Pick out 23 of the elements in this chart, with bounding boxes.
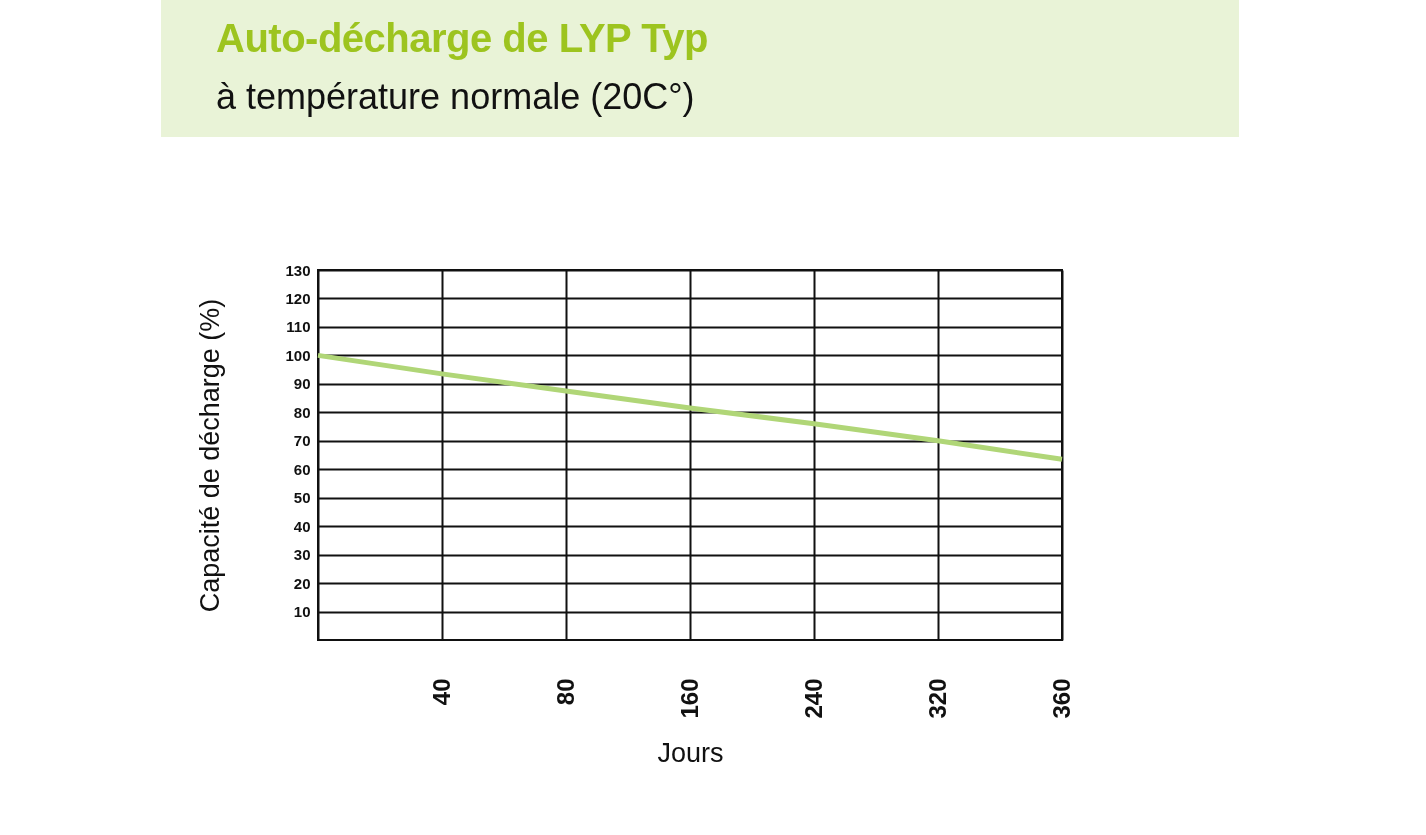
y-tick-label: 10 [293,603,311,621]
y-tick-label: 90 [293,375,311,393]
y-tick-label: 30 [293,546,311,564]
y-tick-label: 50 [293,489,311,507]
y-tick-label: 80 [293,403,311,421]
y-tick-label: 100 [285,346,311,364]
y-tick-label: 110 [286,318,311,336]
x-tick-label: 240 [799,678,827,719]
x-axis-title: Jours [657,737,724,768]
chart-title: Auto-décharge de LYP Typ [216,16,708,61]
y-tick-label: 40 [293,517,311,535]
y-tick-label: 70 [293,432,311,450]
x-tick-label: 160 [675,678,703,719]
y-tick-label: 120 [285,289,311,307]
x-tick-label: 80 [551,678,579,706]
chart-subtitle: à température normale (20C°) [216,76,695,118]
x-tick-label: 40 [427,678,455,706]
x-tick-label: 320 [923,678,951,719]
y-axis-title: Capacité de décharge (%) [195,298,226,613]
y-tick-label: 60 [293,460,311,478]
y-tick-label: 20 [293,574,311,592]
y-tick-label: 130 [285,261,311,279]
x-tick-label: 360 [1047,678,1075,719]
